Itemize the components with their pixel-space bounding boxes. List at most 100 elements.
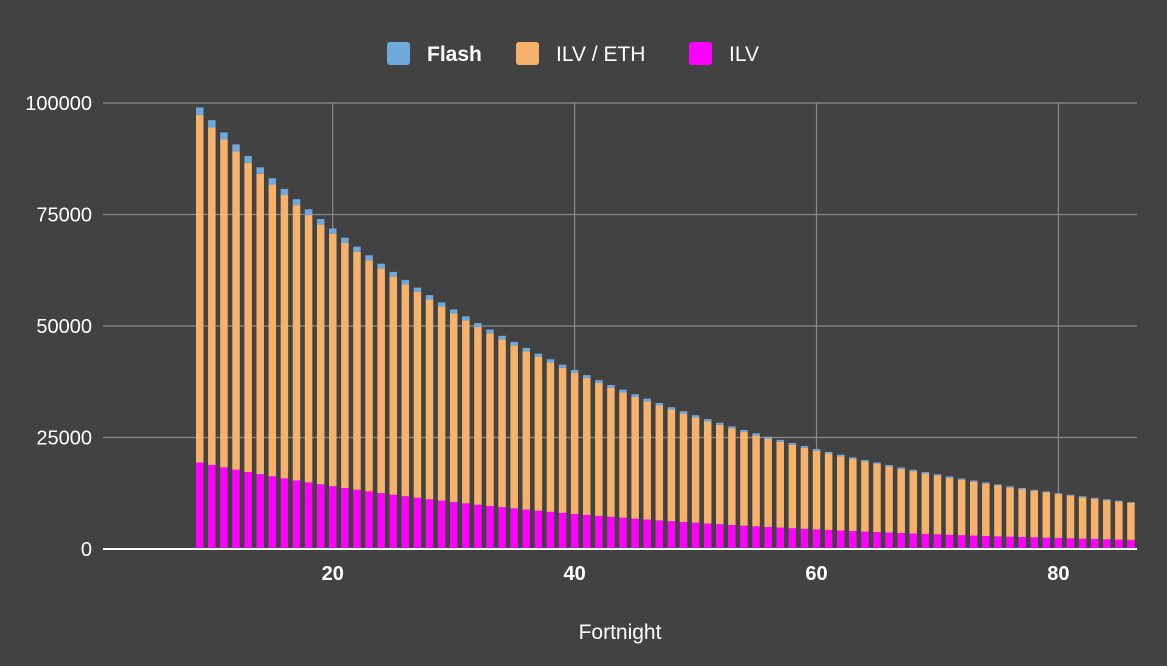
bar-ilv-63 [849, 531, 857, 549]
bar-flash-62 [836, 454, 845, 457]
x-tick-label: 60 [805, 563, 827, 585]
bar-ilv-18 [304, 482, 313, 549]
bar-ilv-44 [619, 517, 627, 549]
bar-ilv-eth-85 [1115, 501, 1123, 540]
bar-ilv-eth-33 [486, 333, 494, 506]
bar-ilv-eth-38 [546, 362, 555, 512]
bar-ilv-48 [667, 521, 676, 549]
bar-ilv-16 [280, 478, 289, 549]
bar-ilv-eth-52 [716, 424, 724, 525]
bar-ilv-eth-11 [220, 139, 228, 468]
bar-ilv-eth-16 [280, 195, 289, 479]
bar-ilv-eth-14 [256, 173, 264, 475]
y-tick-label: 100000 [25, 93, 92, 115]
bar-flash-22 [353, 246, 361, 252]
bar-ilv-74 [982, 535, 990, 549]
bar-ilv-eth-69 [921, 473, 930, 534]
bar-flash-58 [788, 443, 797, 445]
y-tick-label: 50000 [36, 316, 92, 338]
bar-flash-84 [1103, 499, 1111, 501]
bar-flash-72 [957, 478, 966, 480]
bar-ilv-eth-47 [655, 405, 664, 521]
bar-ilv-eth-73 [969, 481, 978, 536]
y-tick-label: 25000 [36, 428, 92, 450]
bar-ilv-eth-80 [1054, 494, 1063, 539]
bar-ilv-62 [836, 530, 845, 549]
bar-flash-66 [885, 465, 893, 467]
bar-ilv-eth-12 [232, 151, 240, 470]
bar-ilv-66 [885, 532, 893, 549]
bar-ilv-eth-28 [425, 299, 434, 500]
bar-ilv-20 [329, 486, 337, 549]
bar-ilv-eth-81 [1066, 495, 1075, 539]
y-tick-label: 75000 [36, 205, 92, 227]
bar-flash-20 [329, 228, 337, 234]
bar-flash-68 [909, 469, 918, 472]
bar-ilv-84 [1103, 539, 1111, 549]
bar-flash-61 [824, 451, 833, 454]
bar-ilv-67 [897, 533, 905, 549]
bar-flash-79 [1042, 491, 1051, 493]
bar-flash-65 [873, 462, 881, 465]
bar-flash-37 [534, 353, 543, 357]
bar-flash-19 [316, 219, 325, 225]
bar-flash-85 [1115, 500, 1123, 502]
bar-ilv-81 [1066, 538, 1075, 549]
bar-ilv-24 [377, 493, 385, 549]
bar-ilv-36 [522, 509, 531, 549]
bar-ilv-10 [208, 464, 216, 549]
bar-flash-69 [921, 472, 930, 474]
bar-ilv-eth-27 [413, 292, 422, 498]
bar-ilv-12 [232, 469, 240, 549]
bar-ilv-eth-86 [1127, 502, 1135, 540]
bar-ilv-eth-66 [885, 466, 893, 533]
bar-flash-26 [401, 279, 410, 285]
bar-ilv-eth-54 [740, 431, 748, 526]
bar-ilv-eth-58 [788, 444, 797, 529]
x-axis-title: Fortnight [579, 621, 662, 644]
bar-ilv-eth-79 [1042, 492, 1051, 538]
bar-flash-16 [280, 188, 289, 195]
bar-ilv-17 [292, 480, 301, 549]
bar-ilv-15 [268, 476, 277, 549]
bar-ilv-eth-13 [244, 162, 252, 472]
bar-ilv-51 [703, 523, 712, 549]
bar-ilv-eth-71 [945, 477, 954, 535]
bar-ilv-eth-50 [691, 417, 700, 523]
bar-flash-17 [292, 199, 301, 206]
bar-ilv-55 [752, 526, 760, 549]
bar-ilv-60 [812, 529, 821, 549]
bar-ilv-eth-41 [582, 378, 591, 515]
bar-ilv-eth-70 [933, 475, 942, 535]
bar-ilv-eth-44 [619, 392, 627, 518]
bar-ilv-9 [196, 462, 204, 549]
bar-ilv-eth-30 [449, 313, 458, 503]
bar-ilv-27 [413, 497, 422, 549]
bar-flash-51 [703, 419, 712, 422]
bar-flash-47 [655, 402, 664, 406]
bar-ilv-75 [994, 536, 1002, 549]
bar-flash-63 [849, 457, 857, 459]
bar-flash-71 [945, 476, 954, 478]
bar-ilv-43 [607, 516, 615, 549]
bar-ilv-80 [1054, 538, 1063, 549]
bar-flash-29 [437, 302, 446, 307]
bar-ilv-86 [1127, 539, 1135, 549]
bar-ilv-eth-64 [861, 461, 869, 532]
bar-ilv-38 [546, 511, 555, 549]
legend-swatch [387, 42, 410, 65]
bar-flash-78 [1030, 489, 1038, 491]
bar-ilv-eth-45 [631, 396, 639, 519]
bar-ilv-eth-76 [1006, 487, 1014, 537]
bar-flash-56 [764, 436, 772, 439]
bar-ilv-65 [873, 532, 881, 549]
bar-flash-77 [1018, 488, 1026, 490]
x-tick-label: 80 [1047, 563, 1069, 585]
bar-ilv-68 [909, 533, 918, 549]
bar-ilv-eth-46 [643, 401, 651, 520]
bar-ilv-33 [486, 505, 494, 549]
bar-ilv-40 [570, 513, 579, 549]
bar-flash-18 [304, 209, 313, 216]
bar-ilv-76 [1006, 536, 1014, 549]
bar-flash-10 [208, 120, 216, 128]
